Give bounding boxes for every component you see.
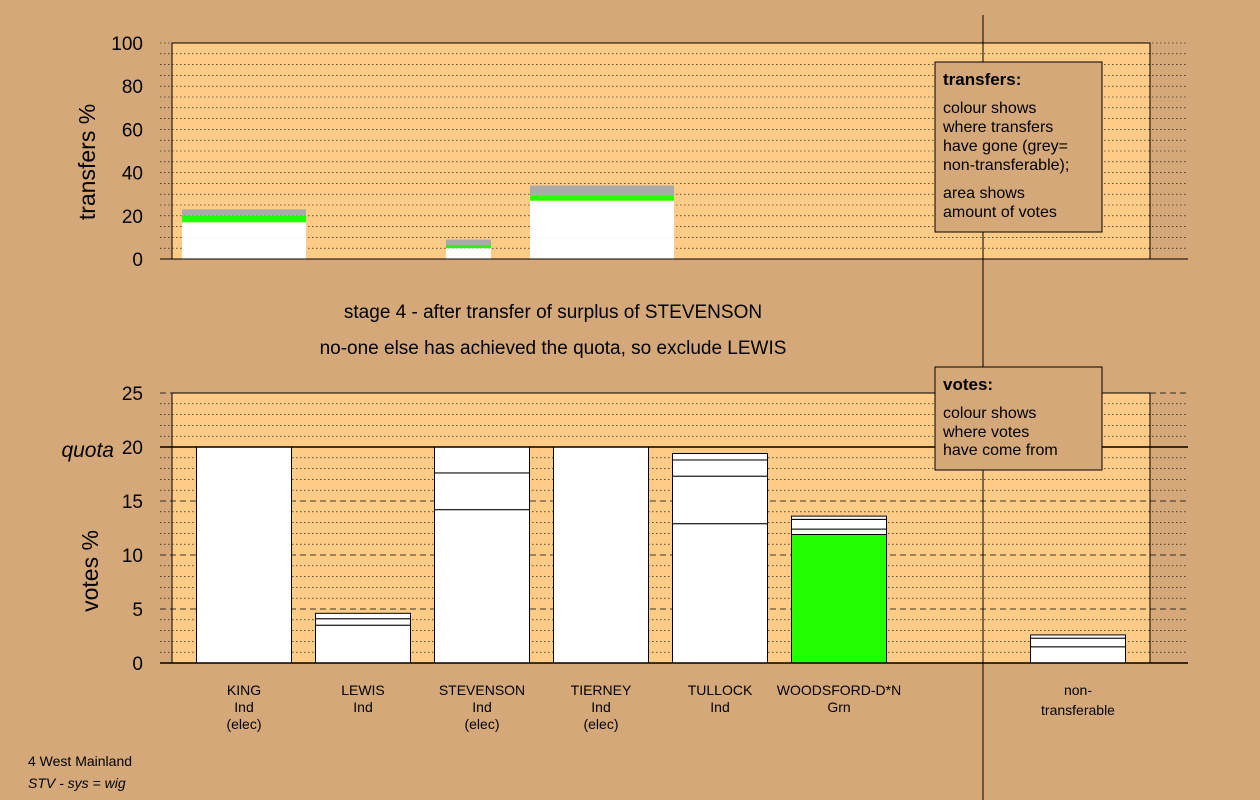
votes-legend-box [934,366,1103,471]
transfer-bar-segment [530,200,674,238]
transfer-bar-segment [530,195,674,201]
transfer-bar-segment [182,237,306,259]
transfers-legend-line-4: non-transferable); [943,157,1069,174]
transfers-legend-line-6: amount of votes [943,204,1057,221]
vote-bar-segment [553,446,649,664]
top-y-tick-label: 60 [122,120,143,141]
candidate-label: Ind [353,699,372,715]
top-y-axis-title: transfers % [74,104,100,220]
vote-bar-segment [791,533,887,664]
vote-bar-segment [672,523,768,664]
bottom-y-tick-label: 15 [122,492,143,513]
bottom-y-tick-label: 20 [122,438,143,459]
transfers-legend: transfers: colour shows where transfers … [934,61,1103,233]
nontransferable-label-2: transferable [1041,702,1115,718]
vote-bar-segment [791,515,887,520]
transfers-legend-line-2: where transfers [942,119,1053,136]
vote-bar-segment [672,459,768,477]
candidate-label: (elec) [226,716,261,732]
vote-bar-segment [672,452,768,461]
vote-bar-segment [315,624,411,664]
candidate-label: Ind [591,699,610,715]
top-y-tick-label: 40 [122,164,143,185]
top-y-tick-label: 0 [132,250,143,271]
votes-legend-line-2: where votes [942,424,1029,441]
votes-legend-line-3: have come from [943,442,1058,459]
vote-bars [196,446,1126,664]
transfer-bar-segment [182,215,306,223]
quota-label: quota [61,439,114,462]
nontransferable-bar-segment [1030,646,1126,664]
candidate-label: STEVENSON [439,682,525,698]
system-label: STV - sys = wig [28,775,126,791]
bottom-y-tick-label: 0 [132,654,143,675]
vote-bar-segment [434,472,530,511]
top-y-tick-label: 80 [122,77,143,98]
candidate-label: (elec) [464,716,499,732]
vote-bar-segment [315,618,411,626]
candidate-label: (elec) [583,716,618,732]
transfer-bar-segment [446,244,491,249]
top-y-ticks: 0 20 40 60 80 100 [111,34,143,271]
stage-line-1: stage 4 - after transfer of surplus of S… [344,302,762,323]
candidate-label: Ind [234,699,253,715]
transfer-bar-segment [182,209,306,216]
stage-line-2: no-one else has achieved the quota, so e… [320,338,787,359]
transfer-bar-segment [446,239,491,245]
candidate-labels: KINGInd(elec)LEWISIndSTEVENSONInd(elec)T… [226,682,901,732]
vote-bar-segment [791,518,887,530]
vote-bar-segment [196,446,292,664]
votes-legend-line-1: colour shows [943,405,1036,422]
candidate-label: TULLOCK [688,682,753,698]
transfer-bars [182,185,674,259]
vote-bar-segment [672,475,768,525]
candidate-label: LEWIS [341,682,385,698]
transfers-legend-line-1: colour shows [943,100,1036,117]
bottom-y-ticks: 0 5 10 15 20 25 [122,384,143,675]
transfer-bar-segment [446,248,491,259]
constituency-label: 4 West Mainland [28,753,132,769]
top-y-tick-label: 100 [111,34,143,55]
transfers-legend-line-5: area shows [943,185,1025,202]
nontransferable-label-1: non- [1064,682,1092,698]
candidate-label: Ind [472,699,491,715]
bottom-y-tick-label: 5 [132,600,143,621]
transfers-legend-box [934,61,1103,233]
bottom-y-tick-label: 25 [122,384,143,405]
transfer-bar-segment [530,185,674,196]
candidate-label: Ind [710,699,729,715]
transfers-legend-title: transfers: [943,70,1021,89]
votes-legend: votes: colour shows where votes have com… [934,366,1103,471]
transfer-bar-segment [530,237,674,259]
candidate-label: TIERNEY [571,682,632,698]
votes-legend-title: votes: [943,375,993,394]
candidate-label: KING [227,682,261,698]
nontransferable-bar-segment [1030,634,1126,639]
vote-bar-segment [315,612,411,620]
transfer-bar-segment [182,222,306,238]
transfers-legend-line-3: have gone (grey= [943,138,1068,155]
nontransferable-bar-segment [1030,637,1126,648]
bottom-y-tick-label: 10 [122,546,143,567]
top-y-tick-label: 20 [122,207,143,228]
candidate-label: Grn [827,699,850,715]
vote-bar-segment [791,528,887,535]
candidate-label: WOODSFORD-D*N [777,682,901,698]
vote-bar-segment [434,446,530,474]
bottom-y-axis-title: votes % [77,530,103,612]
vote-bar-segment [434,509,530,664]
